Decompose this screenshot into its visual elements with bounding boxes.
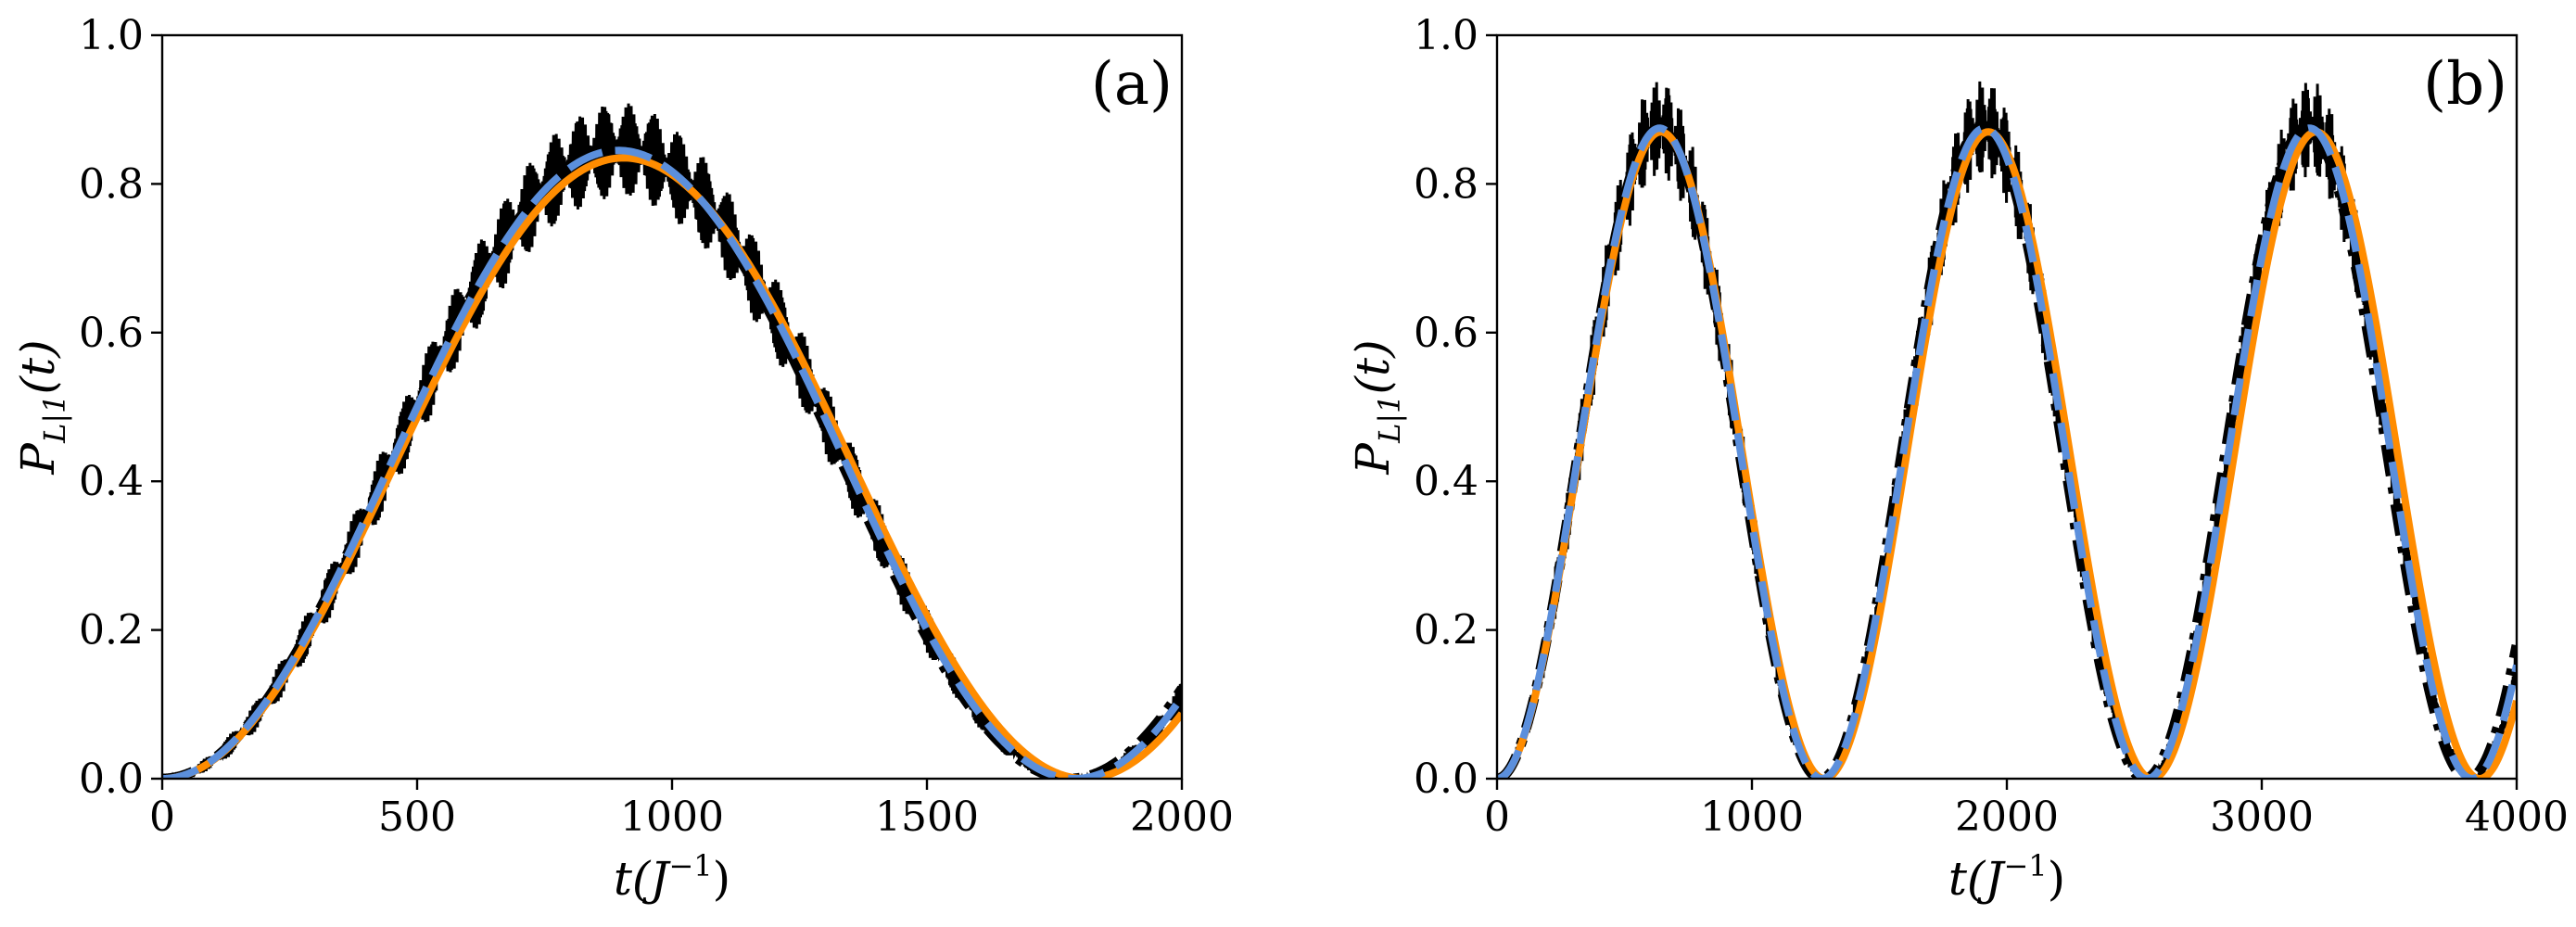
panel-b-x-tick-label: 1000 — [1700, 794, 1804, 841]
panel-b-y-tick-label: 0.6 — [1414, 310, 1478, 357]
panel-b-y-tick-label: 0.0 — [1414, 756, 1478, 803]
panel-b-y-axis-label-arg: (t) — [1346, 339, 1400, 394]
panel-a-x-axis-label: t(J−1) — [614, 848, 730, 906]
panel-b-y-axis-label-sub: L|1 — [1372, 395, 1407, 444]
panel-b-x-tick-label: 4000 — [2465, 794, 2569, 841]
panel-a-y-tick-label: 0.0 — [79, 756, 144, 803]
panel-a-y-tick-label: 0.2 — [79, 607, 144, 654]
panel-a-y-axis-label-sub: L|1 — [37, 395, 72, 444]
panel-b-y-axis-label: PL|1(t) — [1346, 339, 1407, 475]
panel-a: 0 500 1000 1500 2000 0.0 0.2 0.4 0.6 0.8 1.0 (a) t… — [11, 12, 1234, 906]
panel-b-ticks: 0 1000 2000 3000 4000 0.0 0.2 0.4 0.6 0.8 1.0 — [1414, 12, 2569, 841]
panel-b-x-axis-label: t(J−1) — [1948, 848, 2065, 906]
panel-b-series-dashdot — [1497, 122, 2517, 779]
panel-b-x-tick-label: 3000 — [2210, 794, 2314, 841]
panel-b-x-tick-label: 0 — [1484, 794, 1510, 841]
panel-a-label: (a) — [1091, 50, 1173, 119]
panel-b-y-tick-label: 0.4 — [1414, 458, 1478, 505]
panel-a-x-tick-label: 0 — [149, 794, 175, 841]
panel-a-series — [162, 103, 1182, 779]
panel-a-x-tick-label: 1000 — [620, 794, 724, 841]
panel-a-series-dashdot — [162, 145, 1182, 779]
panel-a-y-axis-label: PL|1(t) — [11, 339, 72, 475]
panel-b-series — [1497, 81, 2517, 779]
panel-b-y-axis-label-main: P — [1346, 442, 1400, 476]
panel-a-x-tick-label: 1500 — [875, 794, 979, 841]
panel-b-series-solid-thin — [1497, 81, 2517, 779]
panel-b-y-tick-label: 0.8 — [1414, 160, 1478, 208]
panel-a-y-axis-label-arg: (t) — [11, 339, 65, 394]
panel-a-series-solid — [162, 154, 1182, 779]
panel-a-y-axis-label-main: P — [11, 442, 65, 476]
panel-b-y-tick-label: 0.2 — [1414, 607, 1478, 654]
panel-b-series-solid — [1497, 128, 2517, 779]
panel-b-y-tick-label: 1.0 — [1414, 12, 1478, 59]
panel-a-x-tick-label: 2000 — [1130, 794, 1234, 841]
panel-a-series-dashed — [162, 146, 1182, 779]
panel-a-x-axis-label-main: t(J — [614, 852, 672, 906]
panel-a-x-tick-label: 500 — [378, 794, 456, 841]
panel-b-x-tick-label: 2000 — [1955, 794, 2059, 841]
panel-a-y-tick-label: 1.0 — [79, 12, 144, 59]
panel-b-x-axis-label-sup: −1 — [2003, 848, 2047, 883]
panel-a-ticks: 0 500 1000 1500 2000 0.0 0.2 0.4 0.6 0.8 1.0 — [79, 12, 1234, 841]
panel-a-y-tick-label: 0.8 — [79, 160, 144, 208]
panel-b-series-dashed — [1497, 124, 2517, 779]
panel-a-x-axis-label-close: ) — [713, 852, 731, 906]
panel-b-label: (b) — [2423, 50, 2507, 119]
panel-b-x-axis-label-main: t(J — [1948, 852, 2007, 906]
panel-a-y-tick-label: 0.6 — [79, 310, 144, 357]
panel-a-x-axis-label-sup: −1 — [668, 848, 712, 883]
panel-a-series-solid-thin — [162, 103, 1182, 779]
panel-a-y-tick-label: 0.4 — [79, 458, 144, 505]
panel-b-x-axis-label-close: ) — [2048, 852, 2066, 906]
